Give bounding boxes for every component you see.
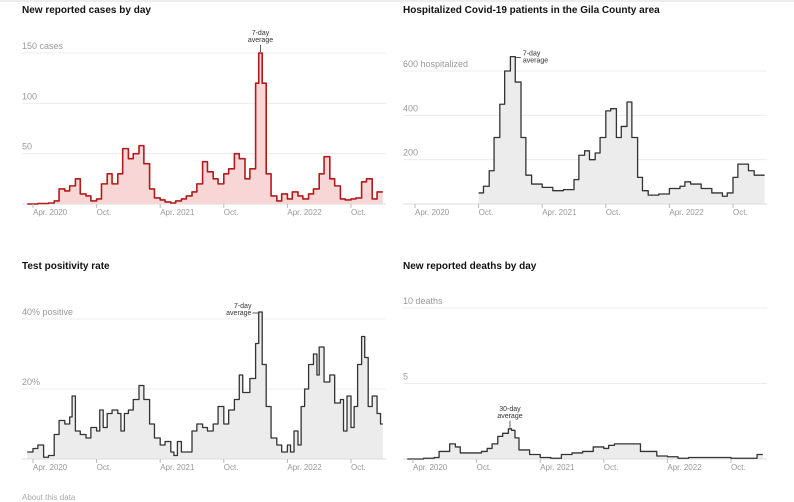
top-divider: [0, 0, 794, 2]
y-tick-label: 10 deaths: [403, 296, 443, 306]
chart-title: New reported deaths by day: [403, 261, 537, 272]
area-fill: [407, 428, 763, 459]
x-tick-label: Apr. 2021: [160, 208, 195, 217]
about-this-data-link[interactable]: About this data: [22, 493, 76, 502]
annotation-text: 7-day: [252, 30, 270, 37]
y-tick-label: 600 hospitalized: [403, 59, 468, 69]
x-tick-label: Oct.: [351, 208, 366, 217]
x-tick-label: Oct.: [351, 463, 366, 472]
chart-cases: New reported cases by day 50 100 150 cases A…: [22, 5, 386, 217]
annotation-text: 7-day: [234, 303, 252, 310]
x-tick-label: Apr. 2021: [540, 463, 575, 472]
x-tick-label: Apr. 2020: [415, 208, 450, 217]
x-tick-label: Oct.: [731, 463, 746, 472]
y-tick-label: 400: [403, 103, 418, 113]
y-tick-label: 50: [22, 142, 32, 152]
y-tick-label: 20%: [22, 377, 40, 387]
x-tick-label: Oct.: [224, 208, 239, 217]
annotation-text: 7-day: [523, 51, 541, 58]
x-tick-label: Oct.: [224, 463, 239, 472]
x-tick-label: Apr. 2021: [542, 208, 577, 217]
y-tick-label: 100: [22, 91, 37, 101]
chart-positivity: Test positivity rate 20% 40% positive Apr. …: [22, 261, 386, 472]
y-tick-label: 150 cases: [22, 41, 64, 51]
x-tick-label: Oct.: [733, 208, 748, 217]
x-tick-label: Apr. 2022: [287, 208, 322, 217]
x-tick-label: Oct.: [477, 463, 492, 472]
x-tick-label: Apr. 2020: [33, 463, 68, 472]
series-line: [27, 311, 383, 458]
x-tick-label: Oct.: [606, 208, 621, 217]
x-tick-label: Apr. 2022: [669, 208, 704, 217]
chart-title: Test positivity rate: [22, 261, 110, 272]
x-tick-label: Apr. 2020: [413, 463, 448, 472]
chart-title: New reported cases by day: [22, 5, 151, 16]
annotation-text: average: [497, 413, 522, 420]
series-line: [27, 52, 383, 205]
x-tick-label: Apr. 2022: [287, 463, 322, 472]
x-tick-label: Apr. 2022: [667, 463, 702, 472]
x-tick-label: Oct.: [97, 208, 112, 217]
annotation-text: 30-day: [499, 406, 521, 413]
x-tick-label: Oct.: [97, 463, 112, 472]
area-fill: [27, 312, 383, 459]
chart-deaths: New reported deaths by day 5 10 deaths Apr.…: [403, 261, 767, 472]
x-tick-label: Oct.: [479, 208, 494, 217]
series-line: [407, 428, 763, 460]
annotation-text: average: [248, 37, 273, 44]
y-tick-label: 5: [403, 372, 408, 382]
series-line: [478, 55, 765, 197]
x-tick-label: Apr. 2020: [33, 208, 68, 217]
x-tick-label: Apr. 2021: [160, 463, 195, 472]
y-tick-label: 40% positive: [22, 307, 73, 317]
x-tick-label: Oct.: [604, 463, 619, 472]
y-tick-label: 200: [403, 148, 418, 158]
annotation-text: average: [226, 310, 251, 317]
chart-title: Hospitalized Covid-19 patients in the Gi…: [403, 5, 660, 16]
chart-hospitalized: Hospitalized Covid-19 patients in the Gi…: [403, 5, 767, 217]
annotation-text: average: [523, 58, 548, 65]
